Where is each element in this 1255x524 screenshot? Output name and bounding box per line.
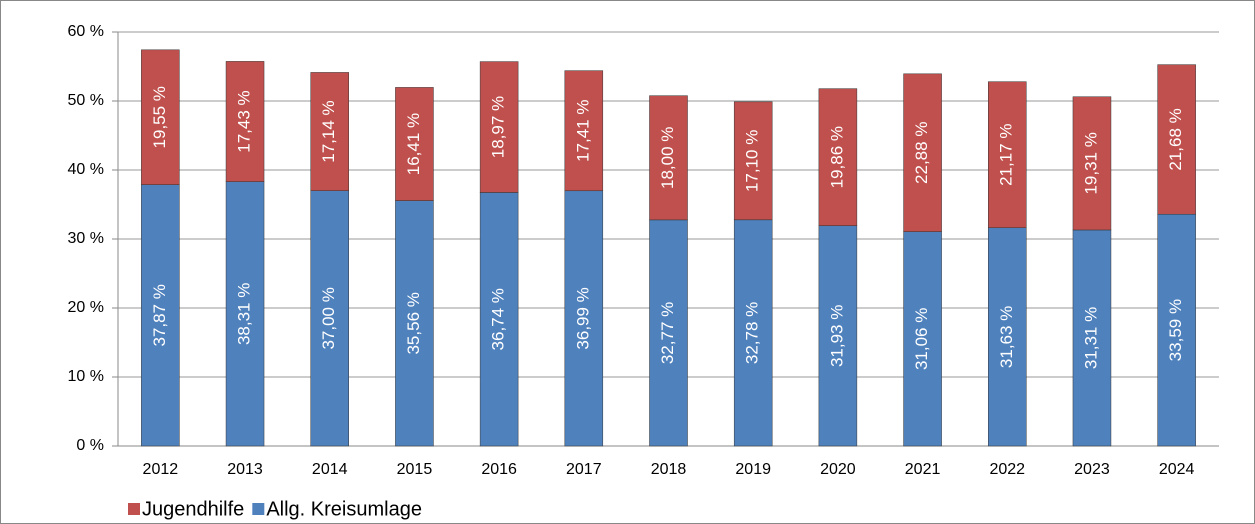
x-tick-label: 2013 — [227, 461, 263, 478]
x-tick-label: 2021 — [905, 461, 941, 478]
value-label: 18,00 % — [658, 127, 677, 189]
value-label: 19,55 % — [150, 86, 169, 148]
value-label: 21,68 % — [1166, 108, 1185, 170]
bar-segment — [1157, 64, 1196, 215]
bar-segment — [564, 190, 604, 447]
x-tick-label: 2017 — [566, 461, 602, 478]
bar-segment — [310, 190, 349, 447]
legend-swatch — [128, 503, 140, 515]
y-tick-label: 60 % — [68, 23, 104, 40]
bar-segment — [395, 200, 434, 447]
value-label: 32,78 % — [743, 302, 762, 364]
value-label: 21,17 % — [997, 124, 1016, 186]
x-tick-label: 2012 — [143, 461, 179, 478]
x-tick-label: 2018 — [651, 461, 687, 478]
bar-segment — [1072, 96, 1112, 231]
value-label: 17,14 % — [319, 100, 338, 162]
value-label: 18,97 % — [489, 96, 508, 158]
bar-segment — [818, 225, 858, 447]
bar-segment — [649, 95, 688, 221]
value-label: 31,06 % — [912, 308, 931, 370]
x-tick-label: 2019 — [735, 461, 771, 478]
value-label: 36,99 % — [573, 287, 592, 349]
value-label: 31,93 % — [827, 305, 846, 367]
value-label: 17,10 % — [743, 130, 762, 192]
y-tick-label: 10 % — [68, 368, 104, 385]
x-tick-label: 2016 — [481, 461, 517, 478]
value-label: 32,77 % — [658, 302, 677, 364]
value-label: 35,56 % — [404, 292, 423, 354]
bar-segment — [479, 192, 519, 447]
bar-segment — [225, 61, 265, 182]
x-tick-label: 2014 — [312, 461, 348, 478]
bar-segment — [141, 49, 180, 185]
x-tick-label: 2023 — [1074, 461, 1110, 478]
bar-segment — [903, 231, 942, 447]
y-tick-label: 0 % — [76, 437, 104, 454]
bar-segment — [733, 219, 773, 447]
value-label: 31,63 % — [997, 306, 1016, 368]
bar-segment — [395, 87, 434, 201]
x-tick-label: 2022 — [989, 461, 1025, 478]
bar-segment — [141, 184, 180, 447]
value-label: 38,31 % — [235, 283, 254, 345]
x-tick-label: 2020 — [820, 461, 856, 478]
value-label: 19,31 % — [1081, 132, 1100, 194]
bar-segment — [225, 181, 265, 447]
value-label: 22,88 % — [912, 122, 931, 184]
bar-segment — [310, 72, 349, 191]
value-label: 19,86 % — [827, 126, 846, 188]
value-label: 17,41 % — [573, 100, 592, 162]
bar-segment — [564, 70, 604, 192]
y-tick-label: 20 % — [68, 299, 104, 316]
legend-label: Allg. Kreisumlage — [266, 498, 422, 520]
x-tick-label: 2024 — [1159, 461, 1195, 478]
value-label: 36,74 % — [489, 288, 508, 350]
value-label: 33,59 % — [1166, 299, 1185, 361]
legend-swatch — [252, 503, 265, 515]
bar-segment — [733, 101, 773, 221]
legend-label: Jugendhilfe — [142, 498, 244, 520]
y-tick-label: 30 % — [68, 230, 104, 247]
y-tick-label: 50 % — [68, 92, 104, 109]
y-tick-label: 40 % — [68, 161, 104, 178]
value-label: 37,00 % — [319, 287, 338, 349]
bar-segment — [1072, 229, 1112, 447]
bar-segment — [818, 88, 858, 226]
bar-segment — [649, 219, 688, 447]
bar-segment — [988, 227, 1027, 447]
bar-segment — [903, 73, 942, 232]
value-label: 31,31 % — [1081, 307, 1100, 369]
bar-segment — [1157, 213, 1196, 447]
value-label: 37,87 % — [150, 284, 169, 346]
bar-segment — [479, 61, 519, 193]
bar-segment — [988, 81, 1027, 229]
value-label: 17,43 % — [235, 90, 254, 152]
x-tick-label: 2015 — [397, 461, 433, 478]
value-label: 16,41 % — [404, 113, 423, 175]
